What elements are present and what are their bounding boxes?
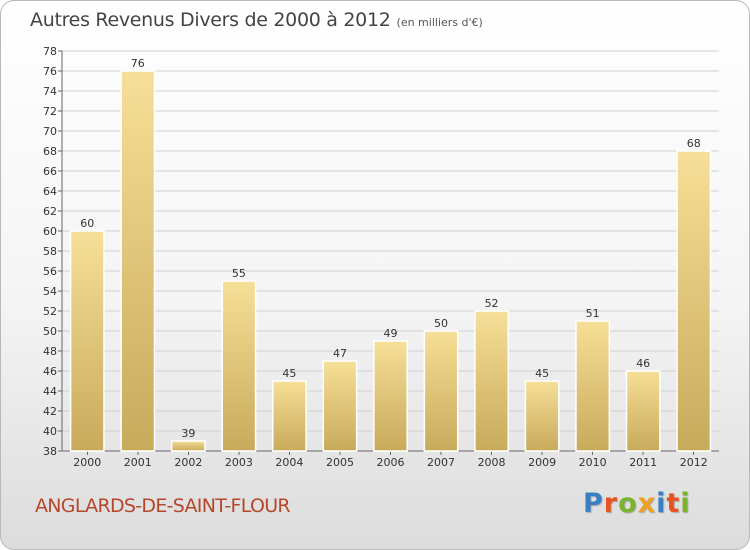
y-tick-label: 70 <box>43 125 57 138</box>
y-tick-label: 72 <box>43 105 57 118</box>
x-tick-label-2009: 2009 <box>528 456 556 469</box>
data-label-2000: 60 <box>80 217 94 230</box>
chart-subtitle: (en milliers d'€) <box>396 16 483 29</box>
y-tick-label: 48 <box>43 345 57 358</box>
x-tick-label-2004: 2004 <box>275 456 303 469</box>
bar-2012 <box>676 150 712 452</box>
x-tick-label-2007: 2007 <box>427 456 455 469</box>
data-label-2005: 47 <box>333 347 347 360</box>
y-tick-label: 68 <box>43 145 57 158</box>
bar-2003 <box>221 280 257 452</box>
y-tick-label: 52 <box>43 305 57 318</box>
y-tick-label: 60 <box>43 225 57 238</box>
data-label-2001: 76 <box>131 57 145 70</box>
brand-letter: t <box>666 488 681 519</box>
y-tick-label: 44 <box>43 385 57 398</box>
chart-title-text: Autres Revenus Divers de 2000 à 2012 <box>30 9 391 31</box>
brand-logo: Proxiti <box>583 488 691 519</box>
data-label-2007: 50 <box>434 317 448 330</box>
x-tick-label-2006: 2006 <box>377 456 405 469</box>
x-tick-label-2008: 2008 <box>478 456 506 469</box>
bar-2009 <box>524 380 560 452</box>
bar-2005 <box>322 360 358 452</box>
x-tick-label-2002: 2002 <box>174 456 202 469</box>
y-tick-label: 46 <box>43 365 57 378</box>
chart-title: Autres Revenus Divers de 2000 à 2012 (en … <box>30 9 483 31</box>
y-tick-label: 42 <box>43 405 57 418</box>
bar-2001 <box>120 70 156 452</box>
x-tick-label-2012: 2012 <box>680 456 708 469</box>
brand-letter: P <box>583 488 604 519</box>
y-tick-label: 54 <box>43 285 57 298</box>
x-tick-label-2001: 2001 <box>124 456 152 469</box>
labels: 38 40 42 44 46 48 50 52 54 56 58 60 62 64 66 68 70 72 74 76… <box>43 45 708 469</box>
place-name: ANGLARDS-DE-SAINT-FLOUR <box>35 495 291 517</box>
y-tick-label: 76 <box>43 65 57 78</box>
bar-2008 <box>474 310 510 452</box>
data-label-2003: 55 <box>232 267 246 280</box>
data-label-2004: 45 <box>282 367 296 380</box>
brand-letter: o <box>618 488 638 519</box>
y-tick-label: 66 <box>43 165 57 178</box>
data-label-2011: 46 <box>636 357 650 370</box>
bar-2011 <box>625 370 661 452</box>
data-label-2008: 52 <box>485 297 499 310</box>
y-tick-label: 56 <box>43 265 57 278</box>
brand-letter: i <box>656 488 667 519</box>
y-tick-label: 74 <box>43 85 57 98</box>
brand-letter: x <box>637 488 657 519</box>
data-label-2006: 49 <box>384 327 398 340</box>
bar-2000 <box>69 230 105 452</box>
bar-2004 <box>271 380 307 452</box>
bar-2002 <box>170 440 206 452</box>
data-label-2002: 39 <box>181 427 195 440</box>
y-tick-label: 78 <box>43 45 57 58</box>
y-tick-label: 50 <box>43 325 57 338</box>
x-tick-label-2000: 2000 <box>73 456 101 469</box>
brand-letter: r <box>603 488 619 519</box>
bars <box>69 70 712 452</box>
y-tick-label: 38 <box>43 445 57 458</box>
y-tick-label: 64 <box>43 185 57 198</box>
data-label-2012: 68 <box>687 137 701 150</box>
y-tick-label: 62 <box>43 205 57 218</box>
data-label-2009: 45 <box>535 367 549 380</box>
y-tick-label: 40 <box>43 425 57 438</box>
brand-letter: i <box>680 488 691 519</box>
bar-2010 <box>575 320 611 452</box>
data-label-2010: 51 <box>586 307 600 320</box>
x-tick-label-2005: 2005 <box>326 456 354 469</box>
bar-2006 <box>373 340 408 452</box>
x-tick-label-2003: 2003 <box>225 456 253 469</box>
bar-2007 <box>423 330 459 452</box>
x-tick-label-2011: 2011 <box>629 456 657 469</box>
y-tick-label: 58 <box>43 245 57 258</box>
x-tick-label-2010: 2010 <box>579 456 607 469</box>
